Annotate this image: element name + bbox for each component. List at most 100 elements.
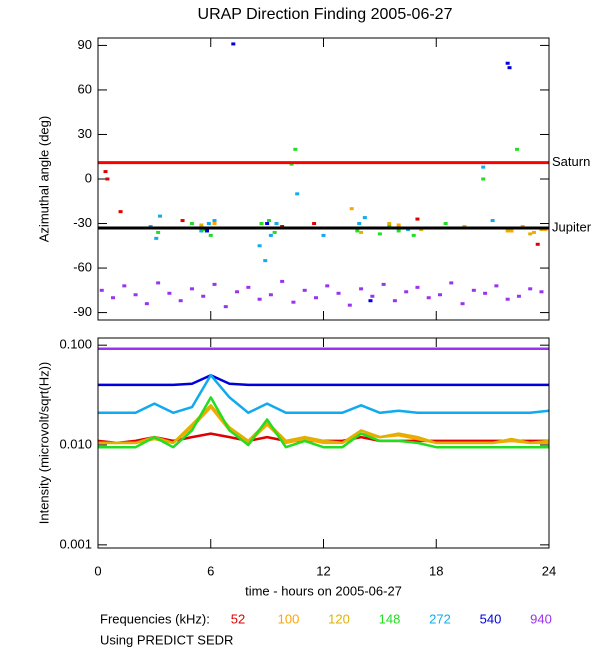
data-point [505, 297, 510, 301]
data-point [509, 229, 514, 233]
data-point [103, 170, 108, 174]
data-point [349, 207, 354, 211]
data-point [505, 229, 510, 233]
data-point [347, 303, 352, 307]
data-point [411, 233, 416, 237]
data-point [396, 223, 401, 227]
x-tick-label: 18 [429, 563, 443, 578]
data-point [531, 230, 536, 234]
x-tick-label: 6 [207, 563, 214, 578]
data-point [259, 222, 264, 226]
footnote: Using PREDICT SEDR [100, 632, 233, 647]
data-point [199, 223, 204, 227]
data-point [212, 282, 217, 286]
data-point [280, 279, 285, 283]
data-point [272, 230, 277, 234]
data-point [167, 291, 172, 295]
legend-entry: 940 [530, 611, 552, 626]
legend-entry: 272 [429, 611, 451, 626]
data-point [144, 302, 149, 306]
series-line [98, 373, 550, 415]
x-tick-label: 24 [542, 563, 556, 578]
y-tick-label: 0.001 [59, 536, 92, 551]
data-point [265, 222, 270, 226]
data-point [235, 290, 240, 294]
data-point [355, 229, 360, 233]
data-point [381, 282, 386, 286]
data-point [481, 165, 486, 169]
y-axis-label: Azimuthal angle (deg) [36, 116, 51, 242]
x-tick-label: 12 [316, 563, 330, 578]
data-point [539, 290, 544, 294]
data-point [180, 219, 185, 223]
x-axis-label: time - hours on 2005-06-27 [245, 583, 402, 598]
data-point [449, 281, 454, 285]
data-point [156, 230, 161, 234]
data-point [516, 294, 521, 298]
data-point [212, 219, 217, 223]
series-line [98, 404, 550, 445]
data-point [415, 217, 420, 221]
y-tick-label: -90 [73, 304, 92, 319]
data-point [223, 305, 228, 309]
data-point [490, 219, 495, 223]
legend-entry: 100 [278, 611, 300, 626]
data-point [111, 296, 116, 300]
data-point [515, 147, 520, 151]
data-point [313, 296, 318, 300]
data-point [535, 242, 540, 246]
data-point [118, 210, 123, 214]
data-point [99, 288, 104, 292]
data-point [274, 222, 279, 226]
data-point [257, 297, 262, 301]
data-point [268, 233, 273, 237]
data-point [208, 233, 213, 237]
y-tick-label: 90 [78, 37, 92, 52]
data-point [321, 233, 326, 237]
y-tick-label: -60 [73, 259, 92, 274]
legend-entry: 540 [480, 611, 502, 626]
data-point [189, 222, 194, 226]
data-point [481, 177, 486, 181]
data-point [158, 214, 163, 218]
series-line [98, 396, 549, 449]
data-point [246, 285, 251, 289]
data-point [133, 293, 138, 297]
reference-label: Jupiter [552, 219, 592, 234]
data-point [293, 147, 298, 151]
data-point [267, 219, 272, 223]
data-point [204, 229, 209, 233]
data-point [206, 222, 211, 226]
data-point [377, 232, 382, 236]
data-point [392, 299, 397, 303]
data-point [396, 229, 401, 233]
data-point [368, 299, 373, 303]
data-point [507, 66, 512, 70]
data-point [212, 222, 217, 226]
data-point [122, 284, 127, 288]
reference-label: Saturn [552, 154, 590, 169]
legend-entry: 52 [231, 611, 245, 626]
y-tick-label: 0.100 [59, 337, 92, 352]
data-point [415, 285, 420, 289]
data-point [178, 299, 183, 303]
data-point [528, 232, 533, 236]
series-line [98, 373, 549, 387]
plot-frame [97, 37, 550, 321]
y-tick-label: 60 [78, 81, 92, 96]
data-point [359, 230, 364, 234]
data-point [483, 291, 488, 295]
data-point [426, 296, 431, 300]
data-point [505, 61, 510, 65]
y-tick-label: -30 [73, 215, 92, 230]
data-point [263, 259, 268, 263]
data-point [404, 290, 409, 294]
legend-entry: 148 [379, 611, 401, 626]
data-point [443, 222, 448, 226]
plot-frame [97, 337, 550, 549]
data-point [201, 294, 206, 298]
legend-title: Frequencies (kHz): [100, 611, 210, 626]
data-point [156, 281, 161, 285]
y-tick-label: 30 [78, 126, 92, 141]
